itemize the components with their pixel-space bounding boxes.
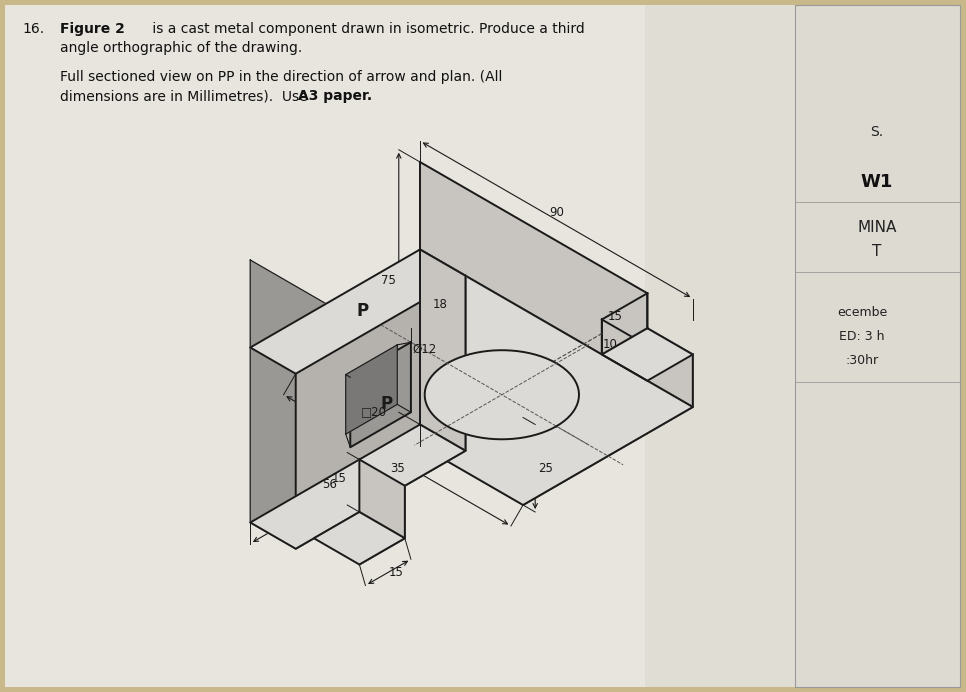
Text: 90: 90	[549, 206, 564, 219]
Polygon shape	[420, 250, 466, 450]
Polygon shape	[346, 345, 397, 434]
Polygon shape	[314, 512, 405, 565]
Text: 75: 75	[382, 275, 396, 287]
FancyBboxPatch shape	[795, 5, 960, 687]
Text: 18: 18	[433, 298, 447, 311]
Polygon shape	[250, 250, 693, 505]
Text: Figure 2: Figure 2	[60, 22, 125, 36]
Text: 35: 35	[390, 462, 405, 475]
Text: P: P	[381, 394, 393, 412]
Text: S.: S.	[870, 125, 884, 139]
Polygon shape	[250, 260, 523, 505]
Polygon shape	[602, 328, 693, 381]
Polygon shape	[425, 350, 579, 439]
Text: Ø12: Ø12	[412, 343, 438, 356]
Polygon shape	[602, 293, 647, 354]
Polygon shape	[250, 424, 466, 549]
Polygon shape	[420, 162, 647, 381]
Text: ecembe: ecembe	[837, 305, 887, 318]
Text: Full sectioned view on PP in the direction of arrow and plan. (All: Full sectioned view on PP in the directi…	[60, 70, 502, 84]
Polygon shape	[351, 343, 411, 447]
Polygon shape	[359, 486, 405, 565]
Text: MINA: MINA	[857, 219, 896, 235]
Text: is a cast metal component drawn in isometric. Produce a third: is a cast metal component drawn in isome…	[148, 22, 584, 36]
Text: angle orthographic of the drawing.: angle orthographic of the drawing.	[60, 41, 302, 55]
Text: :30hr: :30hr	[845, 354, 878, 367]
Text: 15: 15	[608, 311, 623, 323]
Polygon shape	[647, 354, 693, 433]
Text: T: T	[872, 244, 882, 260]
Polygon shape	[250, 347, 296, 549]
Text: 10: 10	[603, 338, 617, 351]
Polygon shape	[647, 328, 693, 407]
Text: ED: 3 h: ED: 3 h	[839, 331, 885, 343]
Text: □20: □20	[360, 405, 386, 418]
Polygon shape	[296, 275, 466, 549]
Polygon shape	[523, 346, 647, 505]
Text: P: P	[356, 302, 368, 320]
Text: dimensions are in Millimetres).  Use: dimensions are in Millimetres). Use	[60, 89, 312, 103]
Text: A3 paper.: A3 paper.	[298, 89, 372, 103]
Polygon shape	[602, 320, 647, 381]
Text: 25: 25	[538, 462, 553, 475]
FancyBboxPatch shape	[5, 5, 795, 687]
Text: 15: 15	[331, 472, 347, 485]
Polygon shape	[359, 459, 405, 538]
Text: W1: W1	[861, 173, 894, 191]
Text: 15: 15	[388, 566, 404, 579]
Text: 56: 56	[322, 478, 336, 491]
FancyBboxPatch shape	[5, 5, 645, 687]
Text: 16.: 16.	[22, 22, 44, 36]
